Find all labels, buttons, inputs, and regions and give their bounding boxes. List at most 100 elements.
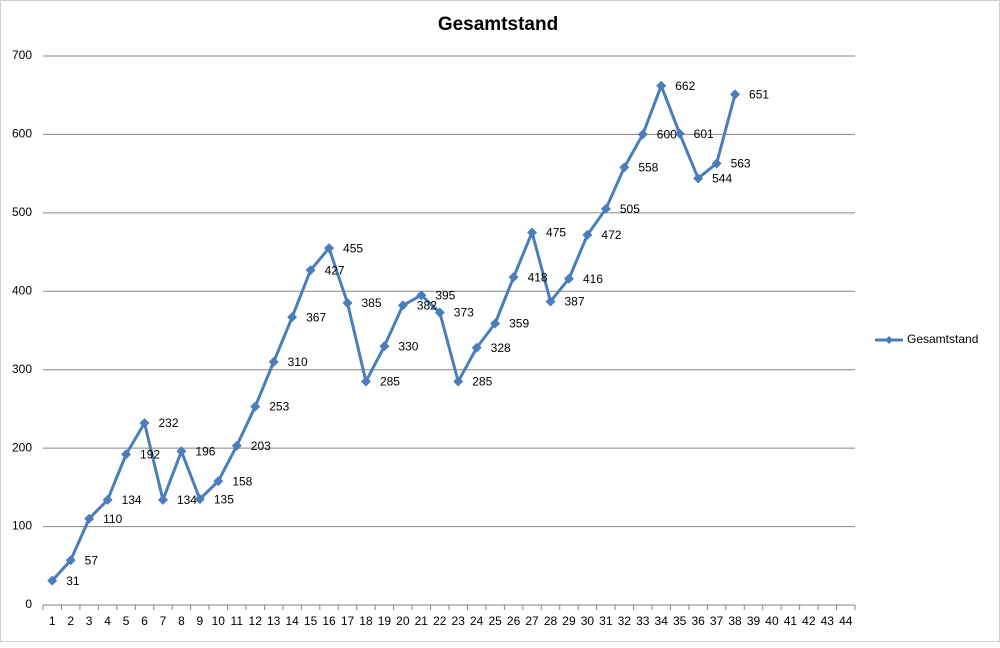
data-label: 134 (122, 493, 142, 507)
x-tick-label: 31 (599, 614, 613, 628)
data-label: 475 (546, 226, 566, 240)
marker (305, 265, 316, 276)
x-tick-label: 2 (67, 614, 74, 628)
x-tick-label: 35 (673, 614, 687, 628)
data-label: 203 (251, 439, 271, 453)
marker (194, 494, 205, 505)
data-label: 505 (620, 202, 640, 216)
data-label: 253 (269, 400, 289, 414)
data-label: 395 (435, 288, 455, 302)
marker (231, 440, 242, 451)
x-tick-label: 18 (359, 614, 373, 628)
data-label: 455 (343, 241, 363, 255)
x-tick-label: 15 (304, 614, 318, 628)
x-tick-label: 23 (452, 614, 466, 628)
y-tick-label: 500 (12, 205, 32, 219)
x-tick-label: 33 (636, 614, 650, 628)
marker (176, 446, 187, 457)
data-label: 135 (214, 492, 234, 506)
marker (656, 80, 667, 91)
marker (582, 229, 593, 240)
marker (674, 128, 685, 139)
data-label: 544 (712, 172, 732, 186)
data-label: 601 (694, 127, 714, 141)
data-label: 285 (472, 375, 492, 389)
x-tick-label: 25 (488, 614, 502, 628)
marker (157, 494, 168, 505)
marker (360, 376, 371, 387)
x-tick-label: 22 (433, 614, 447, 628)
data-label: 600 (657, 128, 677, 142)
y-tick-label: 700 (12, 48, 32, 62)
marker (342, 298, 353, 309)
marker (619, 162, 630, 173)
y-tick-label: 300 (12, 362, 32, 376)
marker (47, 575, 58, 586)
data-label: 662 (675, 79, 695, 93)
x-tick-label: 41 (784, 614, 798, 628)
marker (84, 513, 95, 524)
data-label: 57 (85, 553, 99, 567)
marker (287, 312, 298, 323)
data-label: 416 (583, 272, 603, 286)
marker (379, 341, 390, 352)
x-tick-label: 30 (581, 614, 595, 628)
x-tick-label: 43 (821, 614, 835, 628)
x-tick-label: 7 (160, 614, 167, 628)
legend-label: Gesamtstand (907, 332, 978, 346)
x-tick-label: 21 (415, 614, 429, 628)
x-tick-label: 28 (544, 614, 558, 628)
marker (490, 318, 501, 329)
x-tick-label: 39 (747, 614, 761, 628)
marker (65, 555, 76, 566)
marker (563, 273, 574, 284)
marker (471, 342, 482, 353)
marker (527, 227, 538, 238)
x-tick-label: 12 (249, 614, 263, 628)
data-label: 651 (749, 88, 769, 102)
marker (213, 476, 224, 487)
x-tick-label: 16 (322, 614, 336, 628)
marker (250, 401, 261, 412)
data-label: 134 (177, 493, 197, 507)
data-label: 427 (325, 263, 345, 277)
marker (730, 89, 741, 100)
marker (324, 243, 335, 254)
chart-title: Gesamtstand (438, 14, 558, 35)
legend-marker (885, 336, 893, 344)
x-tick-label: 9 (197, 614, 204, 628)
y-tick-label: 0 (25, 597, 32, 611)
x-tick-label: 36 (691, 614, 705, 628)
x-tick-label: 8 (178, 614, 185, 628)
x-tick-label: 11 (231, 614, 244, 628)
marker (397, 300, 408, 311)
data-label: 158 (232, 474, 252, 488)
data-label: 110 (103, 512, 122, 526)
marker (434, 307, 445, 318)
data-label: 472 (601, 228, 621, 242)
marker (711, 158, 722, 169)
marker (453, 376, 464, 387)
x-tick-label: 24 (470, 614, 484, 628)
marker (600, 203, 611, 214)
x-tick-label: 10 (212, 614, 226, 628)
marker (545, 296, 556, 307)
data-label: 330 (398, 339, 418, 353)
y-tick-label: 600 (12, 127, 32, 141)
x-tick-label: 38 (728, 614, 742, 628)
data-label: 31 (66, 574, 80, 588)
x-tick-label: 32 (618, 614, 632, 628)
data-label: 367 (306, 310, 326, 324)
data-label: 359 (509, 317, 529, 331)
data-label: 196 (195, 444, 215, 458)
x-tick-label: 4 (104, 614, 111, 628)
x-tick-label: 37 (710, 614, 724, 628)
marker (139, 418, 150, 429)
data-label: 382 (417, 299, 437, 313)
x-tick-label: 26 (507, 614, 521, 628)
x-tick-label: 1 (49, 614, 56, 628)
data-label: 558 (638, 161, 658, 175)
x-tick-label: 6 (141, 614, 148, 628)
x-tick-label: 44 (839, 614, 853, 628)
x-tick-label: 14 (285, 614, 299, 628)
